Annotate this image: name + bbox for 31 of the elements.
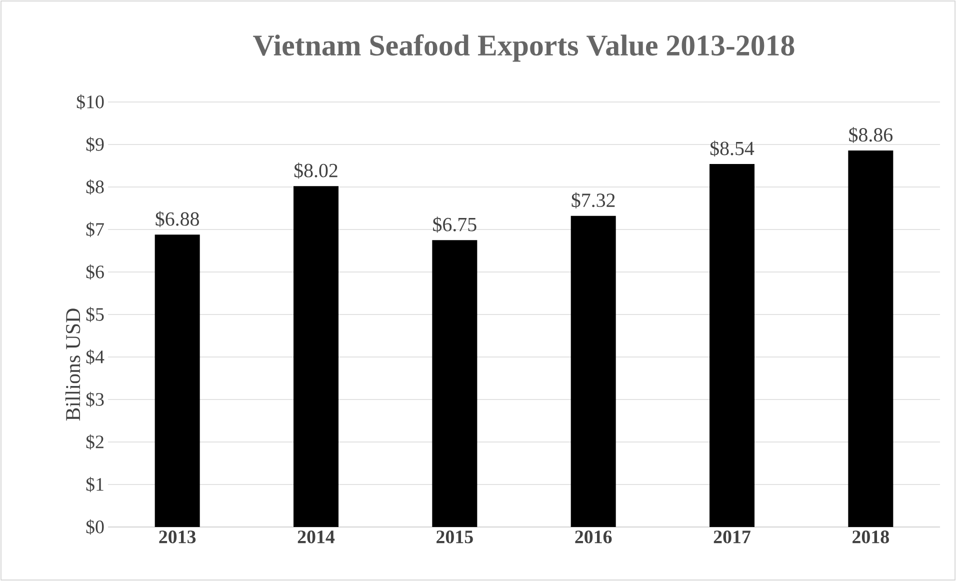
bar xyxy=(570,216,616,527)
data-label: $8.54 xyxy=(710,140,754,157)
x-tick-label: 2018 xyxy=(852,530,889,544)
x-tick-label: 2013 xyxy=(159,530,196,544)
x-tick-label: 2017 xyxy=(714,530,750,544)
x-tick-label: 2015 xyxy=(436,530,473,544)
y-tick-label: $1 xyxy=(86,476,104,492)
y-tick-label: $7 xyxy=(86,222,104,238)
y-tick-label: $4 xyxy=(86,349,104,365)
data-label: $8.02 xyxy=(294,162,338,179)
y-tick-label: $2 xyxy=(86,434,104,450)
x-tick-label: 2014 xyxy=(298,530,335,544)
y-axis-title: Billions USD xyxy=(65,308,80,421)
chart-title: Vietnam Seafood Exports Value 2013-2018 xyxy=(253,34,794,62)
data-label: $6.75 xyxy=(433,216,476,233)
bar xyxy=(432,240,478,527)
bar xyxy=(848,150,894,527)
bar xyxy=(710,164,755,527)
data-label: $6.88 xyxy=(156,211,199,228)
y-tick-label: $6 xyxy=(86,264,104,280)
bar xyxy=(294,186,339,527)
y-tick-label: $0 xyxy=(86,519,104,535)
y-tick-label: $10 xyxy=(76,94,104,110)
x-tick-label: 2016 xyxy=(575,530,612,544)
y-tick-label: $8 xyxy=(86,179,104,195)
bar xyxy=(154,234,200,527)
data-label: $8.86 xyxy=(849,126,892,143)
y-tick-label: $5 xyxy=(86,306,104,322)
y-tick-label: $9 xyxy=(86,136,104,152)
y-tick-label: $3 xyxy=(86,392,104,408)
data-label: $7.32 xyxy=(572,192,615,208)
